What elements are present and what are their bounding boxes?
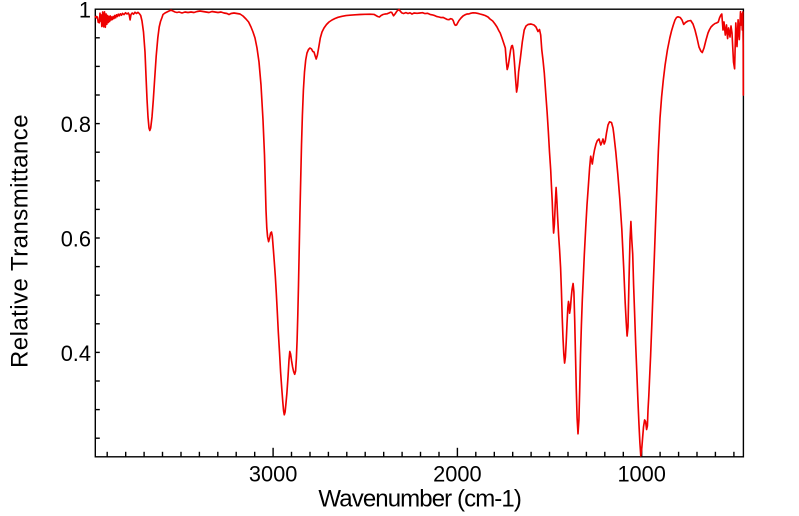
svg-text:Relative Transmittance: Relative Transmittance — [7, 114, 34, 368]
svg-text:3000: 3000 — [249, 461, 298, 486]
svg-text:1: 1 — [79, 0, 91, 23]
svg-text:Wavenumber (cm-1): Wavenumber (cm-1) — [318, 486, 521, 513]
svg-text:0.6: 0.6 — [61, 227, 91, 252]
svg-text:0.4: 0.4 — [61, 341, 91, 366]
svg-text:1000: 1000 — [617, 461, 666, 486]
svg-text:0.8: 0.8 — [61, 112, 91, 137]
svg-text:2000: 2000 — [433, 461, 482, 486]
